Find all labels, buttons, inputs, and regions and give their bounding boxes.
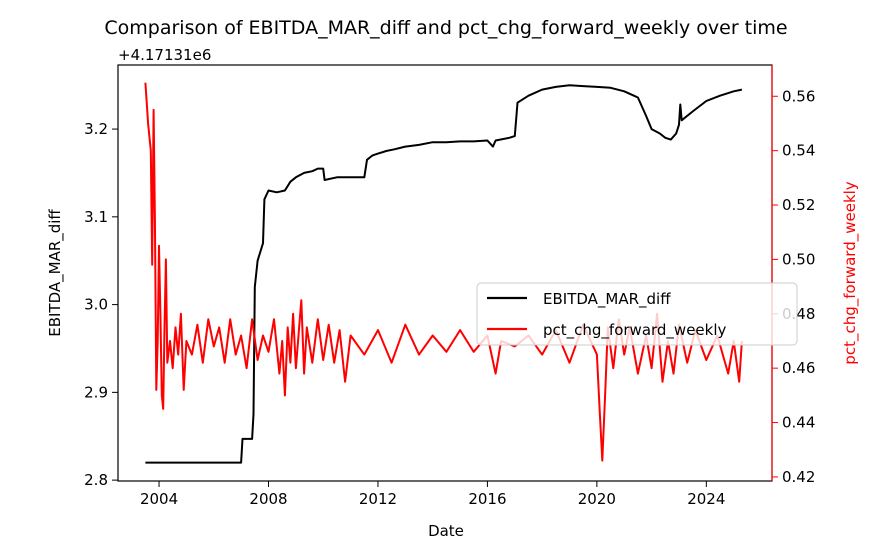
- x-axis-ticks: 2004 2008 2012 2016 2020 2024: [140, 481, 725, 508]
- right-tick-label: 0.56: [782, 87, 815, 105]
- right-tick-label: 0.44: [782, 414, 815, 432]
- right-tick-label: 0.42: [782, 468, 815, 486]
- x-tick-label: 2016: [468, 490, 506, 508]
- x-tick-label: 2024: [687, 490, 725, 508]
- left-tick-label: 2.8: [84, 471, 108, 489]
- right-axis-label: pct_chg_forward_weekly: [841, 181, 860, 365]
- x-tick-label: 2012: [359, 490, 397, 508]
- x-tick-label: 2004: [140, 490, 178, 508]
- legend: EBITDA_MAR_diff pct_chg_forward_weekly: [476, 282, 798, 346]
- x-tick-label: 2020: [578, 490, 616, 508]
- right-tick-label: 0.50: [782, 250, 815, 268]
- legend-label-ebitda: EBITDA_MAR_diff: [543, 290, 671, 309]
- right-tick-label: 0.52: [782, 196, 815, 214]
- legend-label-pct-chg: pct_chg_forward_weekly: [543, 321, 727, 340]
- plot-frame: [117, 64, 773, 482]
- chart-title: Comparison of EBITDA_MAR_diff and pct_ch…: [104, 17, 787, 39]
- left-tick-label: 2.9: [84, 383, 108, 401]
- series-line-0: [145, 84, 743, 464]
- left-axis-ticks: 2.8 2.9 3.0 3.1 3.2: [84, 120, 118, 489]
- left-axis-label: EBITDA_MAR_diff: [46, 209, 65, 337]
- left-tick-label: 3.0: [84, 296, 108, 314]
- offset-label: +4.17131e6: [118, 46, 211, 64]
- x-tick-label: 2008: [249, 490, 287, 508]
- right-tick-label: 0.54: [782, 142, 815, 160]
- series-layer: [144, 82, 743, 464]
- right-tick-label: 0.46: [782, 359, 815, 377]
- x-axis-label: Date: [428, 522, 464, 540]
- legend-box: [476, 282, 798, 346]
- left-tick-label: 3.2: [84, 120, 108, 138]
- series-line-1: [144, 82, 743, 462]
- left-tick-label: 3.1: [84, 208, 108, 226]
